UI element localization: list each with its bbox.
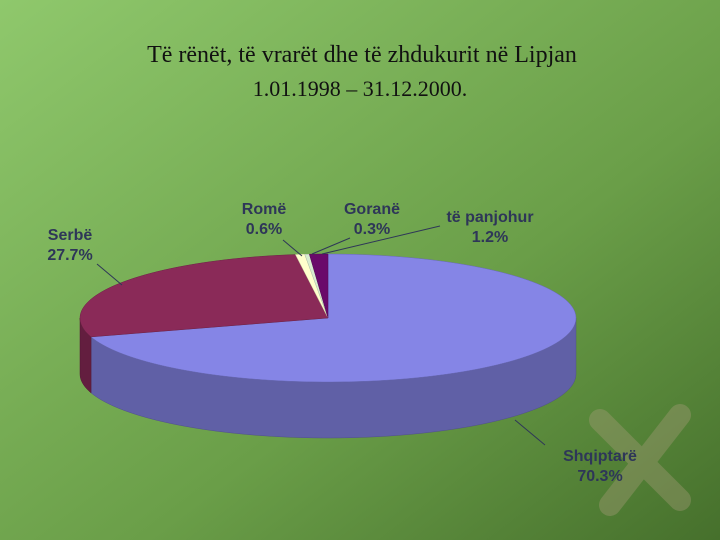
slice-value-label: 1.2% xyxy=(472,229,508,246)
pie-slice xyxy=(79,254,329,338)
decor-logo xyxy=(589,404,691,516)
slice-value-label: 27.7% xyxy=(47,247,92,264)
slice-label: Romë xyxy=(242,201,287,218)
slice-label: të panjohur xyxy=(446,209,533,226)
labels: Shqiptarë 70.3% Serbë 27.7% Romë 0.6% Goranë 0.… xyxy=(47,201,637,485)
slice-label: Shqiptarë xyxy=(563,448,637,465)
slice-value-label: 0.6% xyxy=(246,221,282,238)
leader-lines xyxy=(96,225,546,446)
chart-title: Të rënët, të vrarët dhe të zhdukurit në … xyxy=(147,42,577,68)
slice-value-label: 70.3% xyxy=(577,468,622,485)
slice-label: Serbë xyxy=(48,227,93,244)
pie-slice xyxy=(90,253,577,383)
pie-slice xyxy=(309,253,329,319)
slice-label: Goranë xyxy=(344,201,400,218)
chart-subtitle: 1.01.1998 – 31.12.2000. xyxy=(253,76,468,101)
pie xyxy=(79,253,577,439)
slice-value-label: 0.3% xyxy=(354,221,390,238)
